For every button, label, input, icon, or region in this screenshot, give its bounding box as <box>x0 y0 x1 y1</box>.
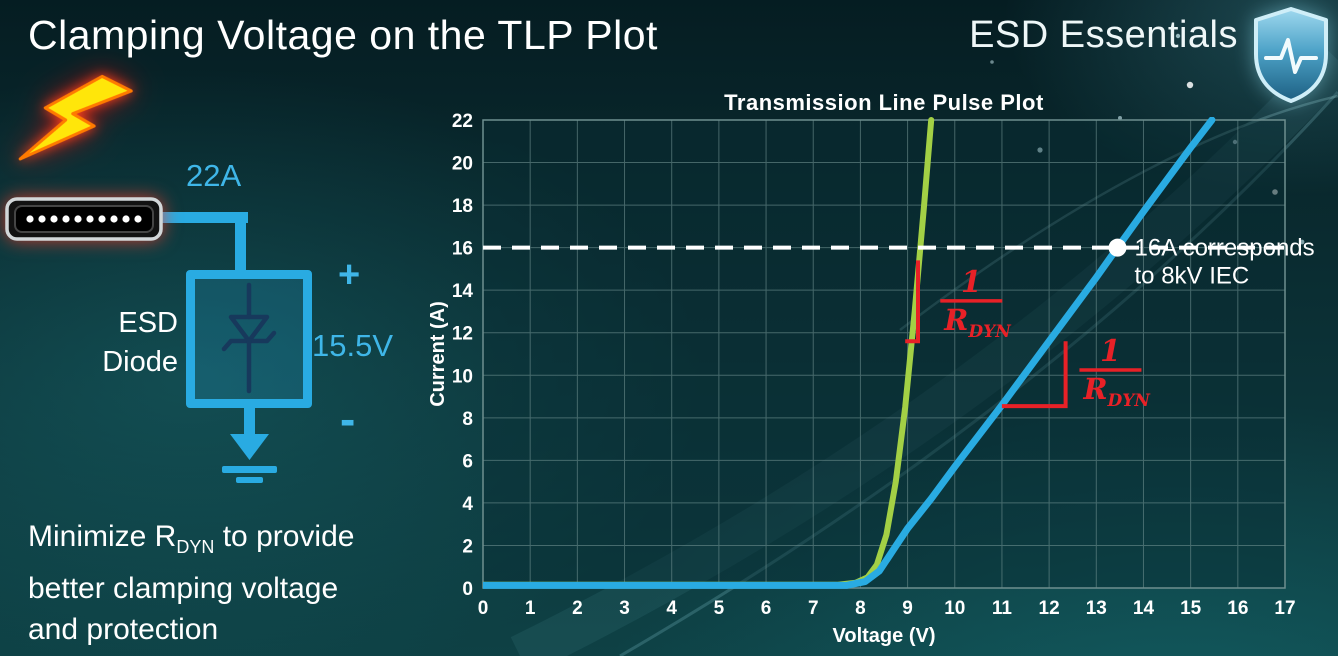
svg-text:RDYN: RDYN <box>1082 372 1151 411</box>
circuit-wire-vertical <box>235 212 246 274</box>
x-axis-label: Voltage (V) <box>833 625 936 647</box>
chart-title: Transmission Line Pulse Plot <box>724 90 1044 115</box>
svg-text:10: 10 <box>944 598 965 619</box>
svg-text:16: 16 <box>1227 598 1248 619</box>
caption-line1: Minimize RDYN to provide <box>28 520 355 557</box>
connector-pins <box>26 215 142 223</box>
svg-text:7: 7 <box>808 598 819 619</box>
svg-text:14: 14 <box>1133 598 1155 619</box>
y-axis-label: Current (A) <box>430 301 449 407</box>
caption-line2: better clamping voltage <box>28 572 339 605</box>
threshold-label-line2: to 8kV IEC <box>1135 263 1250 290</box>
slide-title: Clamping Voltage on the TLP Plot <box>28 12 658 58</box>
caption: Minimize RDYN to provide better clamping… <box>28 516 354 650</box>
rdyn-subscript: DYN <box>176 537 215 557</box>
lightning-bolt-icon <box>18 74 133 161</box>
device-label: ESD Diode <box>70 304 178 382</box>
svg-text:1: 1 <box>525 598 536 619</box>
svg-text:18: 18 <box>452 196 473 217</box>
svg-text:16: 16 <box>452 239 473 260</box>
device-label-line2: Diode <box>102 346 178 378</box>
svg-text:4: 4 <box>666 598 677 619</box>
clamping-voltage-label: 15.5V <box>312 328 394 363</box>
svg-text:2: 2 <box>462 536 473 557</box>
svg-text:0: 0 <box>462 579 473 600</box>
svg-text:0: 0 <box>478 598 489 619</box>
svg-text:14: 14 <box>452 281 474 302</box>
x-tick-labels: 0 1 2 3 4 5 6 7 8 9 10 11 12 13 14 15 16 17 <box>478 598 1296 619</box>
svg-text:9: 9 <box>902 598 913 619</box>
rdyn-slope-bracket <box>1001 341 1068 409</box>
svg-text:10: 10 <box>452 366 473 387</box>
svg-text:2: 2 <box>572 598 583 619</box>
svg-text:1: 1 <box>961 265 982 300</box>
svg-text:17: 17 <box>1274 598 1295 619</box>
circuit-wire-horizontal <box>158 212 248 223</box>
hdmi-connector-icon <box>5 197 163 241</box>
y-tick-labels: 0 2 4 6 8 10 12 14 16 18 20 22 <box>452 111 474 600</box>
tlp-chart: Transmission Line Pulse Plot Current (A) V… <box>430 90 1315 647</box>
surge-current-label: 22A <box>186 158 242 193</box>
caption-line3: and protection <box>28 613 219 646</box>
esd-diode-box <box>186 270 312 408</box>
plus-label: + <box>338 254 361 296</box>
plot-border <box>482 119 1286 589</box>
minus-label: - <box>340 393 356 445</box>
svg-text:6: 6 <box>761 598 772 619</box>
svg-text:11: 11 <box>992 598 1013 619</box>
svg-text:20: 20 <box>452 154 473 175</box>
svg-text:8: 8 <box>855 598 866 619</box>
ground-symbol-icon <box>222 404 277 483</box>
threshold-marker <box>1108 238 1127 257</box>
rdyn-slope-bracket <box>905 260 920 344</box>
brand: ESD Essentials <box>969 6 1334 104</box>
svg-text:15: 15 <box>1180 598 1202 619</box>
svg-text:3: 3 <box>619 598 630 619</box>
svg-text:4: 4 <box>462 494 473 515</box>
brand-text: ESD Essentials <box>969 14 1238 56</box>
plot-area <box>483 120 1285 588</box>
svg-text:1: 1 <box>1100 334 1121 369</box>
svg-text:13: 13 <box>1086 598 1107 619</box>
device-label-line1: ESD <box>118 307 178 339</box>
shield-logo-icon <box>1254 7 1328 103</box>
zener-diode-symbol-icon <box>221 282 277 394</box>
svg-text:22: 22 <box>452 111 473 132</box>
svg-text:12: 12 <box>452 324 473 345</box>
series-high-RDYN <box>483 117 1216 589</box>
threshold-label-line1: 16A corresponds <box>1135 235 1315 262</box>
svg-text:8: 8 <box>462 409 473 430</box>
svg-text:6: 6 <box>462 451 473 472</box>
svg-text:12: 12 <box>1039 598 1060 619</box>
svg-text:5: 5 <box>714 598 725 619</box>
